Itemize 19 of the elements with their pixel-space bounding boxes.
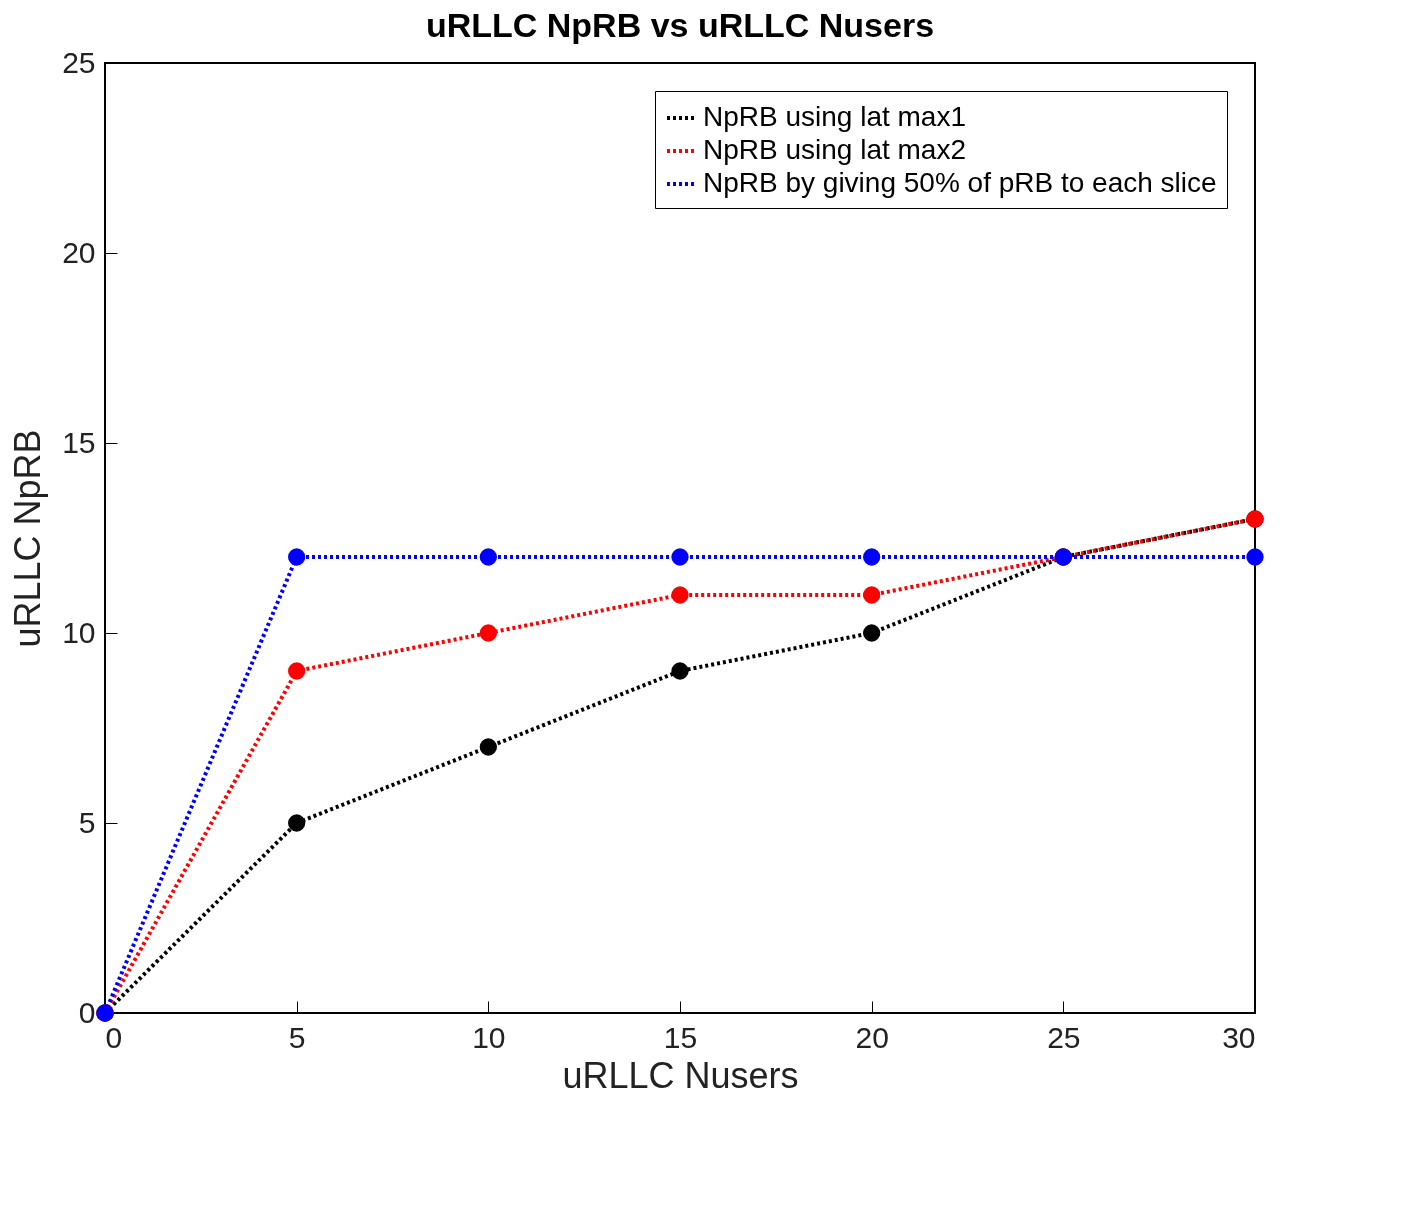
x-tick-label: 20 (855, 1020, 889, 1054)
y-axis-title: uRLLC NpRB (7, 429, 49, 648)
x-tick-label: 5 (288, 1020, 306, 1054)
y-tick-label: 20 (62, 235, 96, 269)
y-tick-label: 5 (78, 805, 96, 839)
legend-label: NpRB using lat max1 (703, 101, 967, 132)
x-tick-label: 25 (1047, 1020, 1081, 1054)
legend-label: NpRB by giving 50% of pRB to each slice (703, 167, 1217, 198)
y-tick-label: 25 (62, 45, 96, 79)
x-tick-label: 10 (472, 1020, 506, 1054)
x-tick-label: 15 (663, 1020, 698, 1054)
x-tick-label: 0 (105, 1020, 123, 1054)
y-tick-label: 10 (62, 615, 96, 649)
x-axis-title: uRLLC Nusers (562, 1054, 799, 1096)
x-tick-label: 30 (1222, 1020, 1256, 1054)
legend-label: NpRB using lat max2 (703, 134, 967, 165)
y-tick-label: 15 (62, 425, 96, 459)
y-tick-label: 0 (78, 995, 96, 1029)
chart-title: uRLLC NpRB vs uRLLC Nusers (425, 6, 935, 44)
